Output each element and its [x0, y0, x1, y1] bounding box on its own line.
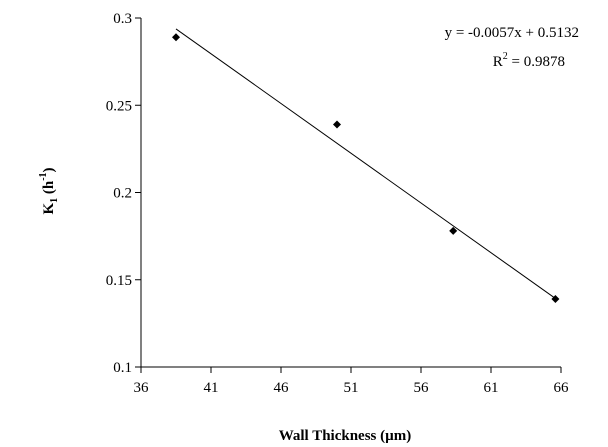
y-tick-label: 0.2 — [113, 186, 132, 202]
r-squared-superscript: 2 — [503, 51, 508, 62]
x-axis-title: Wall Thickness (µm) — [279, 428, 412, 444]
y-axis-title-unit-close: ) — [41, 167, 57, 172]
y-tick-label: 0.3 — [113, 11, 132, 27]
r-squared-label: R2 = 0.9878 — [493, 51, 565, 70]
r-squared-prefix: R — [493, 54, 503, 70]
y-tick-label: 0.25 — [106, 98, 132, 114]
y-axis-title-subscript: 1 — [49, 198, 60, 203]
y-axis-title-unit-sup: -1 — [38, 172, 49, 180]
x-tick-label: 41 — [204, 380, 219, 396]
x-axis-ticks: 36 41 46 51 56 61 66 — [134, 367, 570, 396]
data-point — [333, 120, 341, 129]
x-tick-label: 46 — [274, 380, 290, 396]
data-point — [551, 294, 560, 303]
data-points — [172, 33, 560, 303]
y-tick-label: 0.15 — [106, 273, 132, 289]
x-tick-label: 36 — [134, 380, 150, 396]
r-squared-value: = 0.9878 — [508, 54, 565, 70]
y-axis-title-main: K — [41, 203, 57, 215]
x-tick-label: 51 — [344, 380, 359, 396]
x-tick-label: 56 — [414, 380, 430, 396]
trendline — [175, 28, 556, 299]
data-point — [172, 33, 180, 42]
data-point — [449, 226, 458, 235]
y-axis-title-unit-open: (h — [41, 180, 57, 198]
y-axis-ticks: 0.1 0.15 0.2 0.25 0.3 — [106, 11, 141, 376]
y-tick-label: 0.1 — [113, 360, 132, 376]
trendline-equation: y = -0.0057x + 0.5132 — [445, 25, 579, 41]
y-axis-title: K1 (h-1) — [38, 167, 60, 214]
x-tick-label: 66 — [554, 380, 570, 396]
x-tick-label: 61 — [484, 380, 499, 396]
